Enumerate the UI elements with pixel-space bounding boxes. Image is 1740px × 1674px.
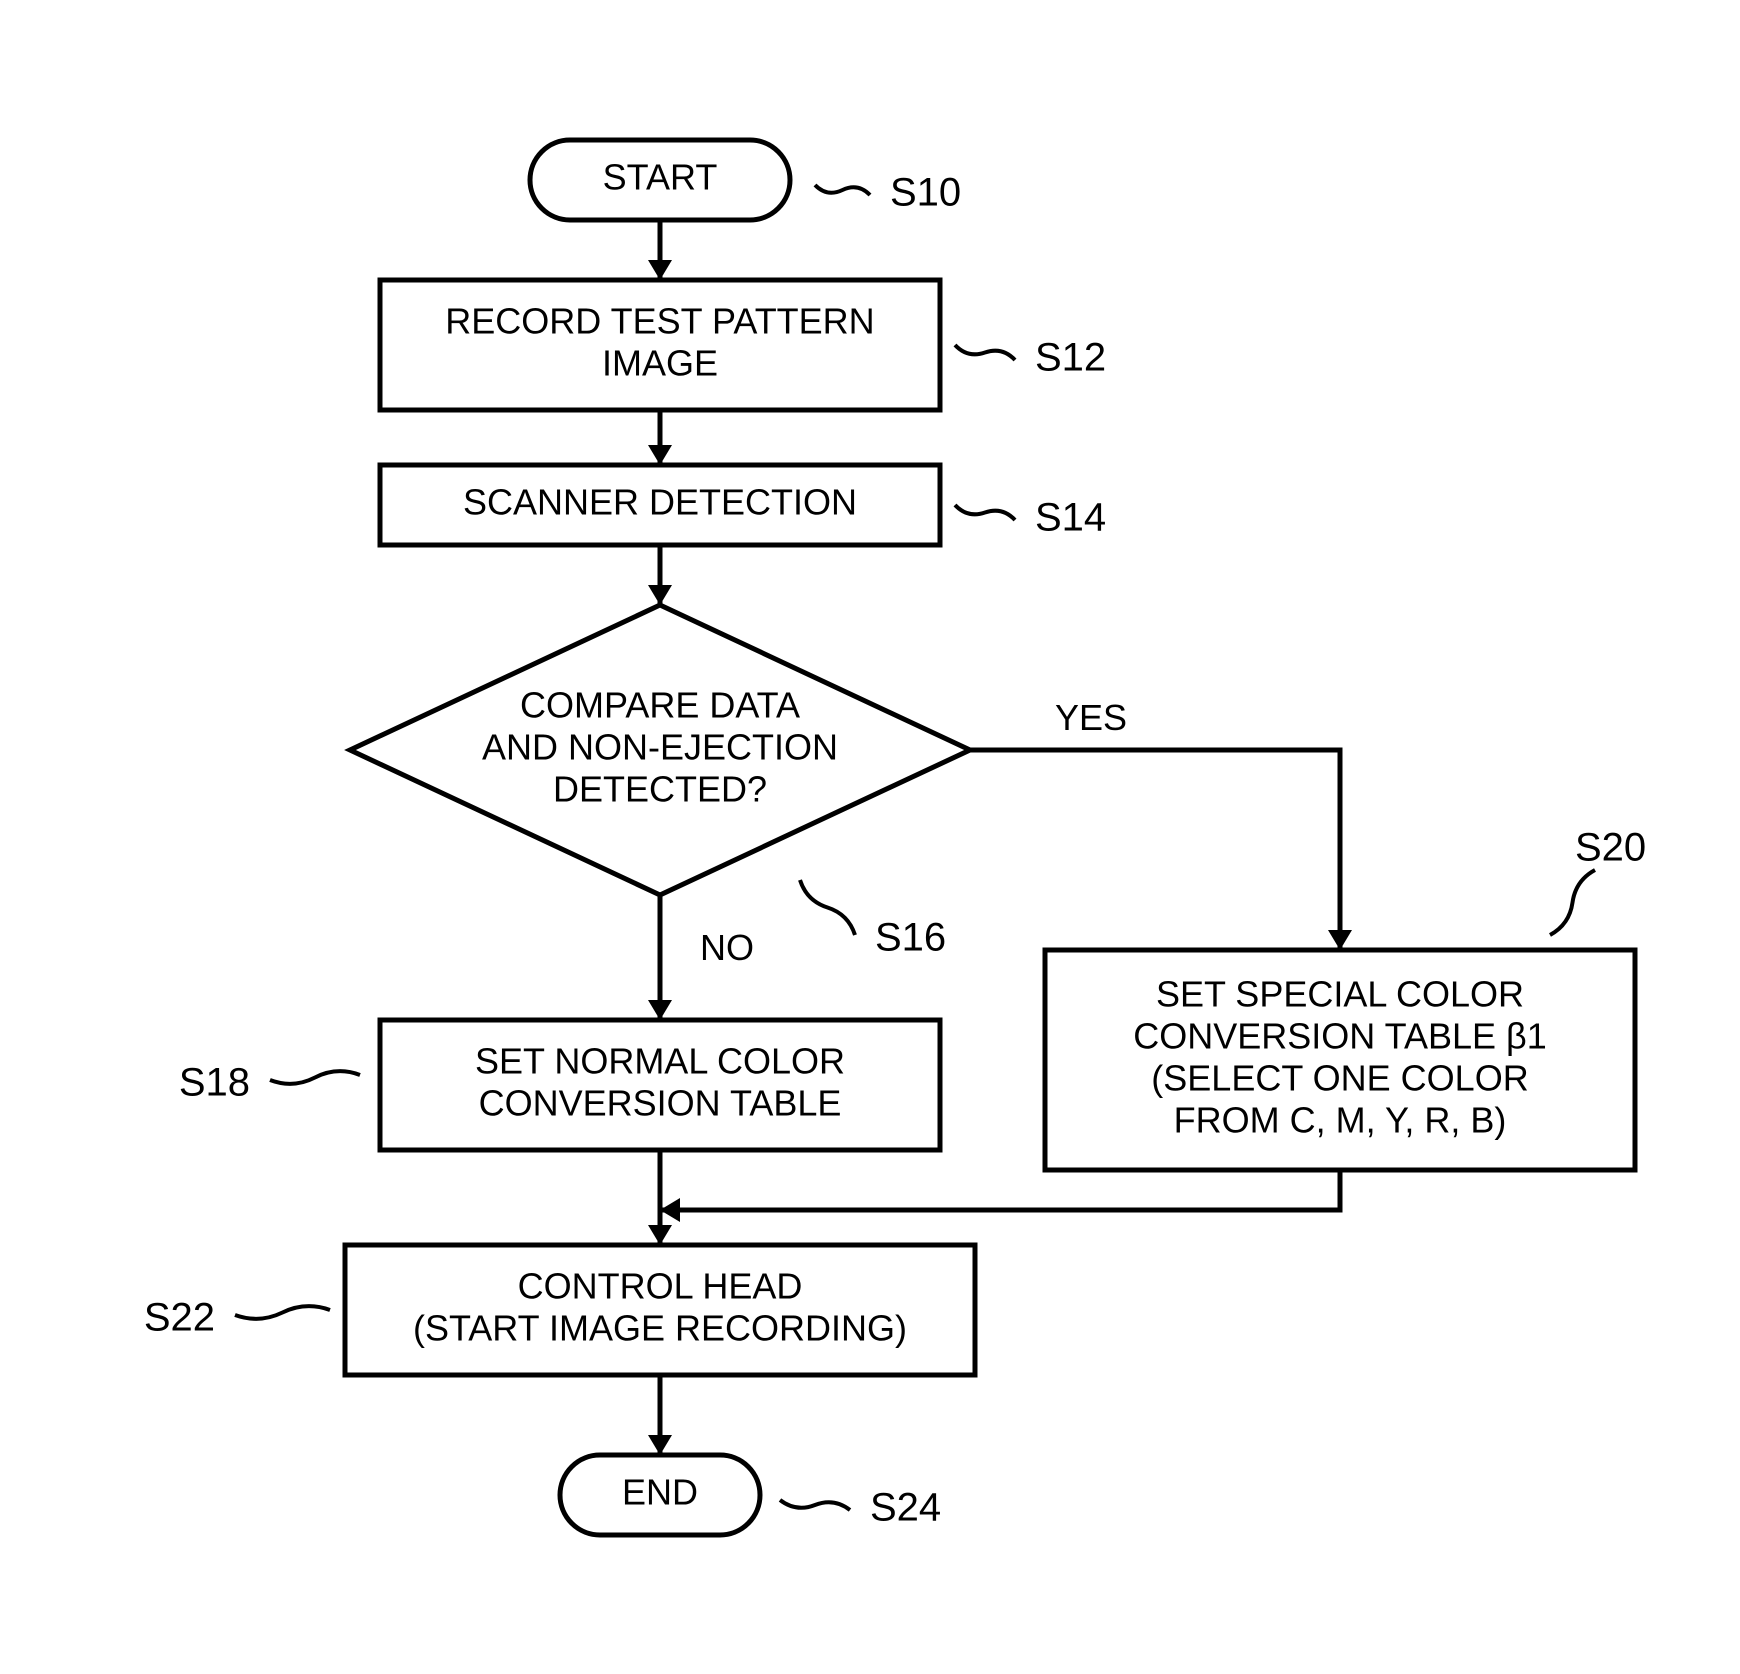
- svg-text:AND NON-EJECTION: AND NON-EJECTION: [482, 727, 838, 768]
- svg-text:SCANNER DETECTION: SCANNER DETECTION: [463, 482, 857, 523]
- svg-text:SET SPECIAL COLOR: SET SPECIAL COLOR: [1156, 974, 1524, 1015]
- label-s22l: S22: [144, 1296, 215, 1340]
- svg-text:DETECTED?: DETECTED?: [553, 769, 767, 810]
- label-s20l: S20: [1575, 826, 1646, 870]
- label-s16l: S16: [875, 916, 946, 960]
- branch-yes: YES: [1055, 697, 1127, 738]
- branch-no: NO: [700, 927, 754, 968]
- svg-text:SET NORMAL COLOR: SET NORMAL COLOR: [475, 1041, 845, 1082]
- svg-text:END: END: [622, 1472, 698, 1513]
- svg-text:RECORD TEST PATTERN: RECORD TEST PATTERN: [445, 301, 874, 342]
- svg-text:CONVERSION TABLE: CONVERSION TABLE: [479, 1083, 842, 1124]
- svg-text:COMPARE DATA: COMPARE DATA: [520, 685, 800, 726]
- label-s12l: S12: [1035, 336, 1106, 380]
- svg-text:FROM C, M, Y, R, B): FROM C, M, Y, R, B): [1174, 1100, 1507, 1141]
- svg-text:START: START: [603, 157, 718, 198]
- label-s24l: S24: [870, 1486, 941, 1530]
- svg-text:CONTROL HEAD: CONTROL HEAD: [518, 1266, 803, 1307]
- label-s14l: S14: [1035, 496, 1106, 540]
- svg-text:IMAGE: IMAGE: [602, 343, 718, 384]
- svg-text:(SELECT ONE COLOR: (SELECT ONE COLOR: [1151, 1058, 1528, 1099]
- label-s18l: S18: [179, 1061, 250, 1105]
- label-s10: S10: [890, 171, 961, 215]
- svg-text:(START IMAGE RECORDING): (START IMAGE RECORDING): [413, 1308, 907, 1349]
- svg-text:CONVERSION TABLE β1: CONVERSION TABLE β1: [1133, 1016, 1547, 1057]
